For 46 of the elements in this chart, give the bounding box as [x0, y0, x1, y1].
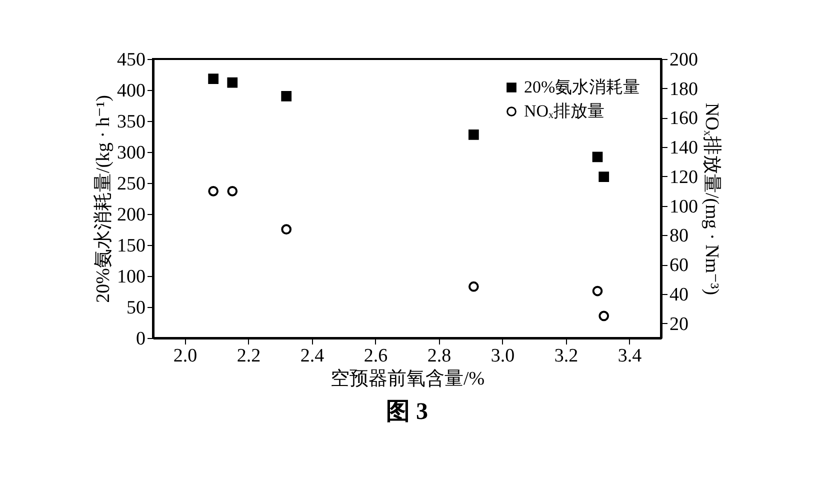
x-tick-label: 2.0: [173, 346, 198, 366]
y2-tick-label: 140: [670, 138, 698, 159]
x-tick-label: 3.4: [618, 346, 642, 366]
point: [281, 224, 292, 235]
y-tick-label: 100: [117, 266, 146, 288]
point: [598, 172, 610, 182]
point: [468, 281, 479, 292]
point: [468, 129, 479, 140]
legend-label: NOₓ排放量: [524, 102, 604, 120]
point: [208, 74, 219, 84]
y-axis-title: 20%氨水消耗量/(kg · h⁻¹): [93, 95, 114, 303]
y2-tick-label: 200: [670, 50, 698, 70]
x-tick-label: 3.0: [490, 346, 515, 366]
y-tick-label: 450: [117, 50, 146, 70]
x-axis-title: 空预器前氧含量/%: [330, 368, 485, 390]
point: [598, 310, 610, 322]
x-tick-label: 2.8: [427, 346, 452, 366]
x-tick-label: 2.4: [300, 346, 325, 366]
y2-tick-label: 80: [670, 226, 688, 247]
y-tick-label: 300: [117, 142, 146, 164]
point: [281, 91, 292, 102]
y-tick-label: 350: [117, 112, 146, 132]
point: [227, 77, 238, 88]
y-tick-label: 200: [117, 204, 146, 226]
y-tick-label: 50: [126, 298, 146, 318]
y2-tick-label: 40: [670, 284, 688, 306]
x-tick-label: 2.2: [236, 346, 261, 366]
y-tick-label: 150: [117, 236, 146, 256]
y-tick-label: 250: [117, 174, 146, 194]
y2-tick-label: 100: [670, 196, 698, 218]
y2-tick-label: 20: [670, 314, 688, 335]
legend-label: 20%氨水消耗量: [524, 78, 640, 96]
x-tick-label: 3.2: [554, 346, 578, 366]
y2-tick-label: 160: [670, 108, 698, 130]
y2-tick-label: 180: [670, 78, 698, 100]
y2-tick-label: 120: [670, 166, 698, 188]
text: 图 3: [386, 399, 428, 425]
y-tick-label: 400: [117, 80, 146, 102]
point: [208, 186, 219, 196]
y-tick-label: 0: [136, 328, 146, 350]
y2-tick-label: 60: [670, 255, 688, 276]
point: [227, 186, 238, 196]
point: [592, 152, 603, 162]
x-tick-label: 2.6: [364, 346, 388, 366]
y2-axis-title: NOₓ排放量/(mg · Nm⁻³): [701, 102, 722, 296]
point: [592, 286, 603, 296]
